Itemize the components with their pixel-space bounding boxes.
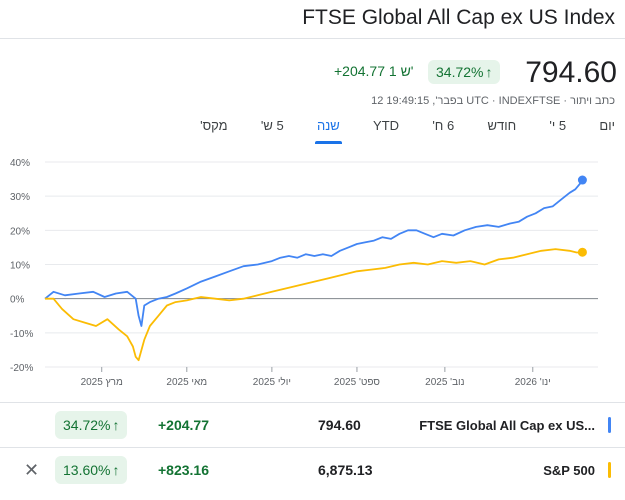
change-absolute: +204.77 1 ש' <box>334 63 414 79</box>
x-tick-label: יולי 2025 <box>253 376 291 388</box>
comparison-chart[interactable]: 40% 30% 20% 10% 0% -10% -20% מרץ 2025 מאי 2025 י… <box>0 150 625 395</box>
tab-1d[interactable]: יום <box>599 118 615 133</box>
arrow-up-icon: ↑ <box>485 64 493 80</box>
header-divider <box>0 38 625 39</box>
series-end-dot-sp500 <box>577 247 587 257</box>
series-line-ftse <box>44 179 584 327</box>
page-title: FTSE Global All Cap ex US Index <box>302 6 615 29</box>
price-meta: 12 בפבר', 19:49:15 UTC · INDEXFTSE · כתב… <box>371 95 615 107</box>
row-value: 6,875.13 <box>318 462 373 478</box>
tab-max[interactable]: מקס' <box>200 118 228 133</box>
row-pct: 34.72% <box>63 417 111 433</box>
change-percent-badge: 34.72% ↑ <box>428 60 501 84</box>
tab-1y[interactable]: שנה <box>314 118 342 144</box>
close-icon[interactable]: ✕ <box>24 459 40 480</box>
series-line-sp500 <box>45 248 583 362</box>
x-tick-label: מאי 2025 <box>166 377 207 388</box>
arrow-up-icon: ↑ <box>112 417 120 433</box>
tab-1m[interactable]: חודש <box>487 118 517 133</box>
row-change: +204.77 <box>158 417 209 433</box>
table-divider-mid <box>0 447 625 448</box>
row-change: +823.16 <box>158 462 209 478</box>
row-value: 794.60 <box>318 417 361 433</box>
current-price: 794.60 <box>525 56 617 89</box>
series-end-dot-ftse <box>577 175 587 185</box>
row-name: FTSE Global All Cap ex US... <box>419 417 595 433</box>
tab-5y[interactable]: 5 ש' <box>260 118 284 133</box>
range-tabs: יום 5 י' חודש 6 ח' YTD שנה 5 ש' מקס' <box>200 118 615 144</box>
x-tick-label: מרץ 2025 <box>81 377 123 388</box>
change-pct-value: 34.72% <box>436 64 484 80</box>
y-tick-label: 20% <box>10 226 30 237</box>
series-color-bar <box>608 462 611 478</box>
row-pct-badge: 34.72% ↑ <box>55 411 128 439</box>
y-tick-label: 40% <box>10 158 30 169</box>
tab-5d[interactable]: 5 י' <box>549 118 567 133</box>
table-row[interactable]: S&P 500 6,875.13 +823.16 13.60% ↑ ✕ <box>0 448 625 492</box>
arrow-up-icon: ↑ <box>112 462 120 478</box>
y-tick-label: -10% <box>10 329 33 340</box>
table-divider-top <box>0 402 625 403</box>
series-color-bar <box>608 417 611 433</box>
row-pct: 13.60% <box>63 462 111 478</box>
tab-6m[interactable]: 6 ח' <box>432 118 455 133</box>
row-pct-badge: 13.60% ↑ <box>55 456 128 484</box>
table-row[interactable]: FTSE Global All Cap ex US... 794.60 +204… <box>0 403 625 447</box>
row-name: S&P 500 <box>543 462 595 478</box>
y-tick-label: 10% <box>10 261 30 272</box>
x-tick-label: נוב' 2025 <box>425 377 465 388</box>
x-tick-label: ינו' 2026 <box>515 377 551 388</box>
y-tick-label: -20% <box>10 363 33 374</box>
tab-ytd[interactable]: YTD <box>373 118 400 133</box>
y-tick-label: 30% <box>10 192 30 203</box>
x-tick-label: ספט' 2025 <box>334 377 380 388</box>
y-tick-label: 0% <box>10 295 25 306</box>
